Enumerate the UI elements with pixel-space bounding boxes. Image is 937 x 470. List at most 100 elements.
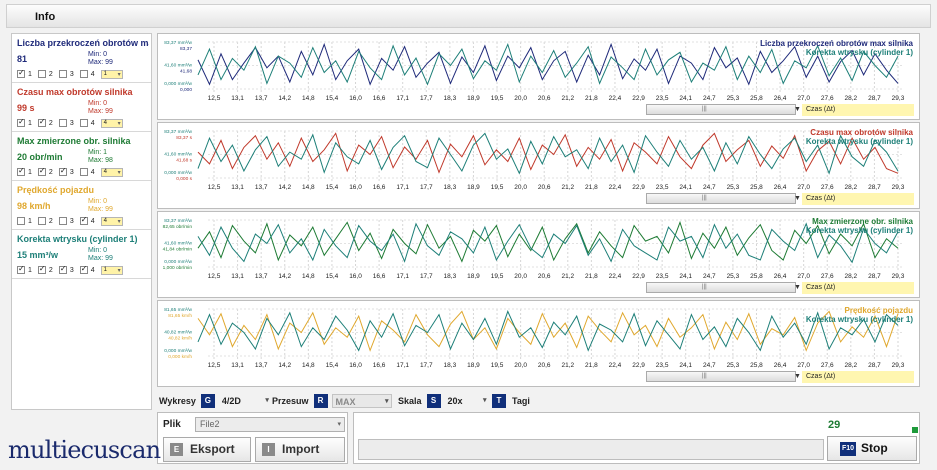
- chart-checkbox[interactable]: [37, 70, 46, 78]
- sensor-dropdown[interactable]: 1: [100, 265, 123, 275]
- x-tick-label: 17,1: [396, 184, 409, 191]
- x-tick-label: 16,0: [349, 184, 362, 191]
- sensor-min: Min: 0: [88, 100, 108, 107]
- x-tick-label: 17,7: [420, 273, 433, 280]
- time-axis-select[interactable]: ▼ Czas (Δt): [794, 193, 914, 205]
- chevron-down-icon: ▾: [385, 398, 389, 405]
- sensor-dropdown[interactable]: 4: [100, 167, 123, 177]
- chart-checkbox-label: 1: [28, 266, 32, 274]
- sensor-dropdown[interactable]: 1: [100, 69, 123, 79]
- chart-checkbox[interactable]: [17, 68, 25, 78]
- chart-checkbox[interactable]: [58, 119, 67, 127]
- import-key: I: [262, 443, 275, 457]
- chart-checkbox[interactable]: [79, 264, 88, 274]
- wykresy-key[interactable]: G: [200, 394, 215, 408]
- x-tick-label: 26,4: [774, 273, 787, 280]
- chart-checkbox[interactable]: [79, 70, 88, 78]
- chart-checkbox[interactable]: [37, 217, 46, 225]
- przesuw-key[interactable]: R: [313, 394, 328, 408]
- przesuw-label: Przesuw: [272, 396, 309, 406]
- chart-checkbox[interactable]: [58, 166, 67, 176]
- chart-checkbox[interactable]: [17, 117, 25, 127]
- x-tick-label: 24,1: [679, 273, 692, 280]
- series-line: [197, 42, 899, 86]
- sensor-item[interactable]: Liczba przekroczeń obrotów max silnika 81…: [12, 34, 151, 83]
- time-scrollbar[interactable]: |||: [646, 371, 796, 382]
- skala-key[interactable]: S: [426, 394, 441, 408]
- chart-checkbox[interactable]: [37, 166, 46, 176]
- x-tick-label: 24,7: [703, 95, 716, 102]
- x-tick-label: 28,7: [868, 362, 881, 369]
- chart-checkbox[interactable]: [17, 166, 25, 176]
- time-scrollbar[interactable]: |||: [646, 193, 796, 204]
- sensor-item[interactable]: Max zmierzone obr. silnika 20 obr/min Min:…: [12, 132, 151, 181]
- import-button[interactable]: I Import: [255, 437, 345, 462]
- stop-key: F10: [840, 441, 856, 456]
- scroll-thumb-icon[interactable]: |||: [702, 106, 707, 112]
- sensor-item[interactable]: Czasu max obrotów silnika 99 s Min: 0 Max: …: [12, 83, 151, 132]
- chart-checkbox[interactable]: [58, 70, 67, 78]
- wykresy-select[interactable]: 4/2D ▾: [219, 394, 271, 408]
- x-tick-label: 25,3: [727, 95, 740, 102]
- scroll-thumb-icon[interactable]: |||: [702, 284, 707, 290]
- chart-checkbox[interactable]: [58, 264, 67, 274]
- x-tick-label: 20,6: [538, 184, 551, 191]
- x-tick-label: 23,5: [656, 184, 669, 191]
- x-tick-label: 25,3: [727, 273, 740, 280]
- sensor-item[interactable]: Korekta wtrysku (cylinder 1) 15 mm³/w Min:…: [12, 230, 151, 279]
- x-tick-label: 23,5: [656, 95, 669, 102]
- skala-select[interactable]: 20x ▾: [445, 394, 489, 408]
- y-axis-label: 83,37 mm³/w: [164, 40, 192, 46]
- export-button[interactable]: E Eksport: [163, 437, 251, 462]
- chart-checkbox[interactable]: [58, 217, 67, 225]
- x-tick-label: 14,2: [278, 184, 291, 191]
- title-bar: Info: [6, 4, 931, 28]
- y-axis-label: 41,60 mm³/w: [164, 63, 192, 69]
- chevron-down-icon: ▾: [483, 397, 487, 404]
- x-tick-label: 14,8: [302, 362, 315, 369]
- scroll-thumb-icon[interactable]: |||: [702, 195, 707, 201]
- tagi-label[interactable]: Tagi: [512, 396, 530, 406]
- chart-plot: 12,5 13,1 13,7 14,2 14,8 15,4 16,0 16,6 17,1 17,7…: [164, 129, 904, 191]
- scroll-thumb-icon[interactable]: |||: [702, 373, 707, 379]
- chart-checkbox[interactable]: [79, 215, 88, 225]
- time-axis-select[interactable]: ▼ Czas (Δt): [794, 282, 914, 294]
- chart-checkbox[interactable]: [17, 217, 25, 225]
- skala-label: Skala: [398, 396, 422, 406]
- export-key: E: [170, 443, 183, 457]
- sensor-dropdown-value: 1: [103, 266, 107, 273]
- time-scrollbar[interactable]: |||: [646, 104, 796, 115]
- time-axis-label: Czas (Δt): [806, 106, 836, 113]
- time-scrollbar[interactable]: |||: [646, 282, 796, 293]
- przesuw-select[interactable]: MAX ▾: [331, 394, 392, 408]
- x-tick-label: 16,6: [373, 184, 386, 191]
- x-tick-label: 19,5: [491, 273, 504, 280]
- time-axis-select[interactable]: ▼ Czas (Δt): [794, 371, 914, 383]
- sensor-dropdown[interactable]: 4: [100, 216, 123, 226]
- chart-checkbox-label: 3: [69, 217, 74, 225]
- chart-checkbox[interactable]: [17, 264, 25, 274]
- file-select[interactable]: File2 ▾: [195, 417, 345, 432]
- sensor-max: Max: 99: [88, 255, 113, 262]
- stop-button[interactable]: F10 Stop: [827, 436, 917, 461]
- chart-panel: 12,5 13,1 13,7 14,2 14,8 15,4 16,0 16,6 17,1 17,7…: [157, 300, 920, 387]
- sensor-dropdown[interactable]: 4: [100, 118, 123, 128]
- progress-bar: [358, 439, 824, 460]
- chart-checkbox[interactable]: [79, 119, 88, 127]
- y-axis-label: 0,000 mm³/w: [164, 170, 192, 176]
- x-tick-label: 27,0: [797, 362, 810, 369]
- chart-checkbox[interactable]: [37, 264, 46, 274]
- tagi-key[interactable]: T: [492, 394, 506, 408]
- x-tick-label: 24,1: [679, 362, 692, 369]
- chart-checkbox[interactable]: [37, 117, 46, 127]
- chart-checkbox-label: 4: [90, 168, 95, 176]
- time-axis-select[interactable]: ▼ Czas (Δt): [794, 104, 914, 116]
- logo: multiecuscan: [8, 436, 161, 464]
- x-tick-label: 13,7: [255, 184, 268, 191]
- chart-checkbox[interactable]: [79, 168, 88, 176]
- chart-panel: 12,5 13,1 13,7 14,2 14,8 15,4 16,0 16,6 17,1 17,7…: [157, 33, 920, 120]
- y-axis-label: 81,65 km/h: [168, 313, 192, 319]
- series-line: [197, 220, 899, 263]
- sensor-min: Min: 0: [88, 51, 108, 58]
